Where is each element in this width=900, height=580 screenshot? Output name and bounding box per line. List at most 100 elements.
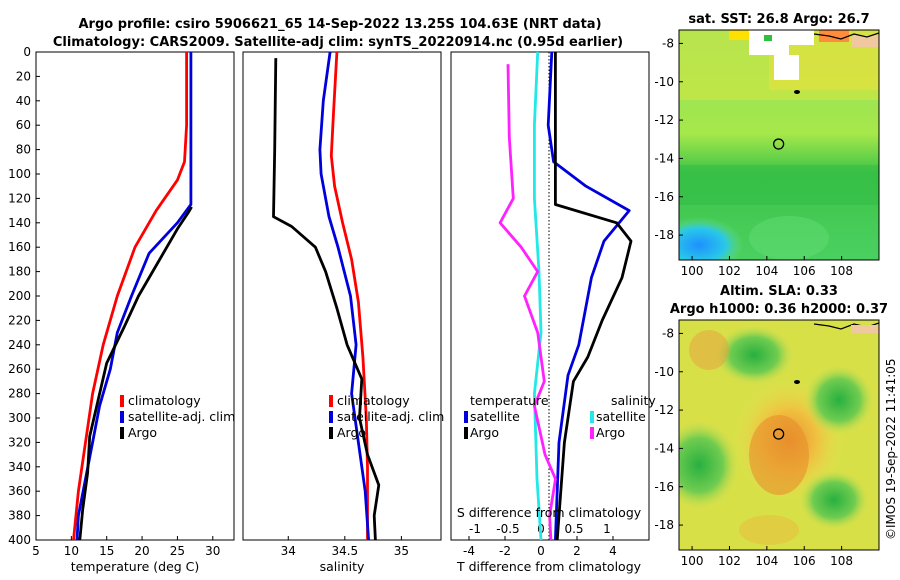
legend-label-climatology: climatology: [128, 393, 201, 408]
argo-location-marker: [772, 138, 785, 150]
salinity-panel: 34 34.5 35 salinity climatology satellite-…: [242, 51, 444, 574]
sla-map-title-2: Argo h1000: 0.36 h2000: 0.37: [670, 302, 888, 317]
s-tick-label: -0.5: [496, 522, 519, 536]
legend-swatch-climatology: [329, 395, 333, 407]
temperature-series: [72, 52, 193, 541]
map-x-tick-label: 102: [718, 554, 741, 568]
x-tick-label: -2: [499, 544, 511, 558]
legend-label-satellite: satellite-adj. clim: [337, 409, 444, 424]
legend-swatch-t-satellite: [464, 411, 468, 423]
sla-map: Altim. SLA: 0.33 Argo h1000: 0.36 h2000:…: [654, 284, 888, 568]
series-line-climatology: [329, 51, 369, 540]
map-y-tick-label: -14: [654, 151, 674, 165]
sla-map-frame: [678, 319, 880, 551]
salinity-axes-frame: [242, 51, 442, 541]
sst-map: sat. SST: 26.8 Argo: 26.7 100 102 104 106 10…: [654, 12, 880, 278]
sst-field: [679, 30, 879, 260]
series-line-satellite-adj-clim: [75, 52, 193, 541]
map-x-tick-label: 100: [681, 554, 704, 568]
s-tick-label: 1: [603, 522, 611, 536]
legend-swatch-climatology: [120, 395, 124, 407]
series-line-t-satellite: [546, 51, 631, 541]
x-tick-label: 4: [609, 544, 617, 558]
title-line-1: Argo profile: csiro 5906621_65 14-Sep-20…: [78, 17, 601, 32]
series-line-argo: [78, 206, 193, 541]
map-y-tick-label: -16: [654, 480, 674, 494]
salinity-series: [272, 51, 381, 541]
x-tick-label: 34: [281, 544, 296, 558]
series-line-climatology: [72, 52, 189, 541]
depth-axis: 0 20 40 60 80 100 120 140 160 180 200 220 240 260 280 3…: [8, 45, 40, 547]
y-tick-label: 260: [8, 362, 31, 376]
map-y-tick-label: -10: [654, 75, 674, 89]
x-tick-label: 20: [134, 544, 149, 558]
legend-label-t-argo: Argo: [470, 425, 499, 440]
series-line-s-argo: [498, 64, 557, 541]
x-tick-label: 15: [99, 544, 114, 558]
y-tick-label: 120: [8, 191, 31, 205]
sst-map-axes: 100 102 104 106 108 -8 -10 -12 -14 -16 -18: [654, 36, 853, 278]
legend-label-s-argo: Argo: [596, 425, 625, 440]
difference-legend: temperature satellite Argo salinity sate…: [464, 393, 656, 440]
map-x-tick-label: 108: [830, 264, 853, 278]
s-tick-label: -1: [469, 522, 481, 536]
y-tick-label: 240: [8, 338, 31, 352]
map-y-tick-label: -16: [654, 190, 674, 204]
y-tick-label: 300: [8, 411, 31, 425]
x-tick-label: -4: [463, 544, 475, 558]
map-y-tick-label: -12: [654, 403, 674, 417]
map-y-tick-label: -18: [654, 228, 674, 242]
legend-swatch-argo: [329, 427, 333, 439]
map-y-tick-label: -14: [654, 441, 674, 455]
legend-swatch-s-satellite: [590, 411, 594, 423]
salinity-axis: 34 34.5 35: [281, 536, 409, 558]
y-tick-label: 140: [8, 216, 31, 230]
salinity-xlabel: salinity: [320, 559, 365, 574]
s-difference-label: S difference from climatology: [457, 505, 642, 520]
legend-swatch-satellite: [120, 411, 124, 423]
y-tick-label: 200: [8, 289, 31, 303]
legend-swatch-s-argo: [590, 427, 594, 439]
map-y-tick-label: -8: [662, 36, 674, 50]
s-tick-label: 0.5: [564, 522, 583, 536]
x-tick-label: 25: [170, 544, 185, 558]
argo-location-marker: [772, 428, 785, 440]
map-x-tick-label: 104: [755, 554, 778, 568]
map-y-tick-label: -8: [662, 326, 674, 340]
legend-swatch-t-argo: [464, 427, 468, 439]
temperature-legend: climatology satellite-adj. clim Argo: [120, 393, 235, 440]
map-y-tick-label: -18: [654, 518, 674, 532]
sla-field: [679, 320, 879, 550]
x-tick-label: 0: [537, 544, 545, 558]
legend-label-s-satellite: satellite: [596, 409, 646, 424]
t-difference-xlabel: T difference from climatology: [456, 559, 642, 574]
y-tick-label: 100: [8, 167, 31, 181]
y-tick-label: 280: [8, 387, 31, 401]
y-tick-label: 80: [16, 143, 31, 157]
y-tick-label: 60: [16, 118, 31, 132]
legend-title-temperature: temperature: [470, 393, 549, 408]
sla-map-title-1: Altim. SLA: 0.33: [720, 284, 838, 299]
map-x-tick-label: 108: [830, 554, 853, 568]
map-x-tick-label: 100: [681, 264, 704, 278]
temperature-axes-frame: [35, 51, 235, 541]
sst-map-frame: [678, 29, 880, 261]
map-x-tick-label: 106: [793, 554, 816, 568]
temperature-axis: 5 10 15 20 25 30: [32, 536, 220, 558]
difference-series: [498, 51, 633, 541]
y-tick-label: 20: [16, 69, 31, 83]
series-line-t-argo: [554, 52, 633, 541]
y-tick-label: 340: [8, 460, 31, 474]
series-line-satellite-adj-clim: [318, 51, 370, 541]
legend-swatch-argo: [120, 427, 124, 439]
sla-map-axes: 100 102 104 106 108 -8 -10 -12 -14 -16 -18: [654, 326, 853, 568]
y-tick-label: 160: [8, 240, 31, 254]
x-tick-label: 35: [394, 544, 409, 558]
x-tick-label: 30: [205, 544, 220, 558]
y-tick-label: 400: [8, 533, 31, 547]
map-x-tick-label: 102: [718, 264, 741, 278]
title-line-2: Climatology: CARS2009. Satellite-adj cli…: [53, 35, 623, 50]
imos-watermark: ©IMOS 19-Sep-2022 11:41:05: [884, 358, 898, 540]
map-x-tick-label: 104: [755, 264, 778, 278]
